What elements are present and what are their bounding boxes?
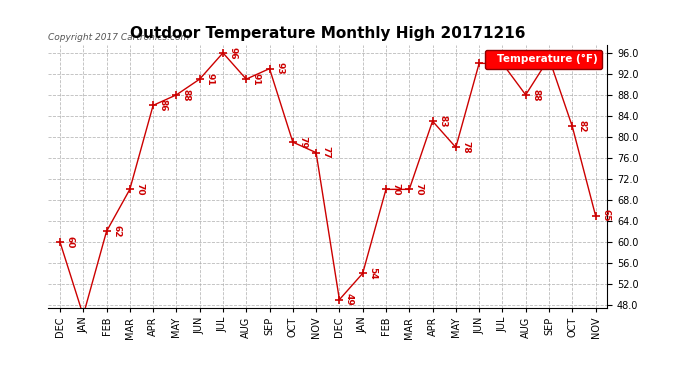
Text: 91: 91 [205, 73, 214, 86]
Legend: Temperature (°F): Temperature (°F) [484, 50, 602, 69]
Text: 86: 86 [159, 99, 168, 112]
Text: 77: 77 [322, 146, 331, 159]
Text: 82: 82 [578, 120, 586, 133]
Title: Outdoor Temperature Monthly High 20171216: Outdoor Temperature Monthly High 2017121… [130, 26, 526, 41]
Text: 49: 49 [345, 293, 354, 306]
Text: 94: 94 [508, 57, 517, 70]
Text: 95: 95 [555, 52, 564, 64]
Text: 60: 60 [66, 236, 75, 248]
Text: Copyright 2017 Cartronics.com: Copyright 2017 Cartronics.com [48, 33, 190, 42]
Text: 70: 70 [391, 183, 400, 196]
Text: 83: 83 [438, 115, 447, 128]
Text: 93: 93 [275, 62, 284, 75]
Text: 70: 70 [415, 183, 424, 196]
Text: 88: 88 [182, 88, 191, 101]
Text: 79: 79 [298, 136, 307, 148]
Text: 91: 91 [252, 73, 261, 86]
Text: 94: 94 [484, 57, 493, 70]
Text: 78: 78 [462, 141, 471, 154]
Text: 65: 65 [601, 209, 610, 222]
Text: 96: 96 [228, 46, 237, 59]
Text: 70: 70 [135, 183, 144, 196]
Text: 88: 88 [531, 88, 540, 101]
Text: 62: 62 [112, 225, 121, 238]
Text: 54: 54 [368, 267, 377, 280]
Text: 46: 46 [0, 374, 1, 375]
